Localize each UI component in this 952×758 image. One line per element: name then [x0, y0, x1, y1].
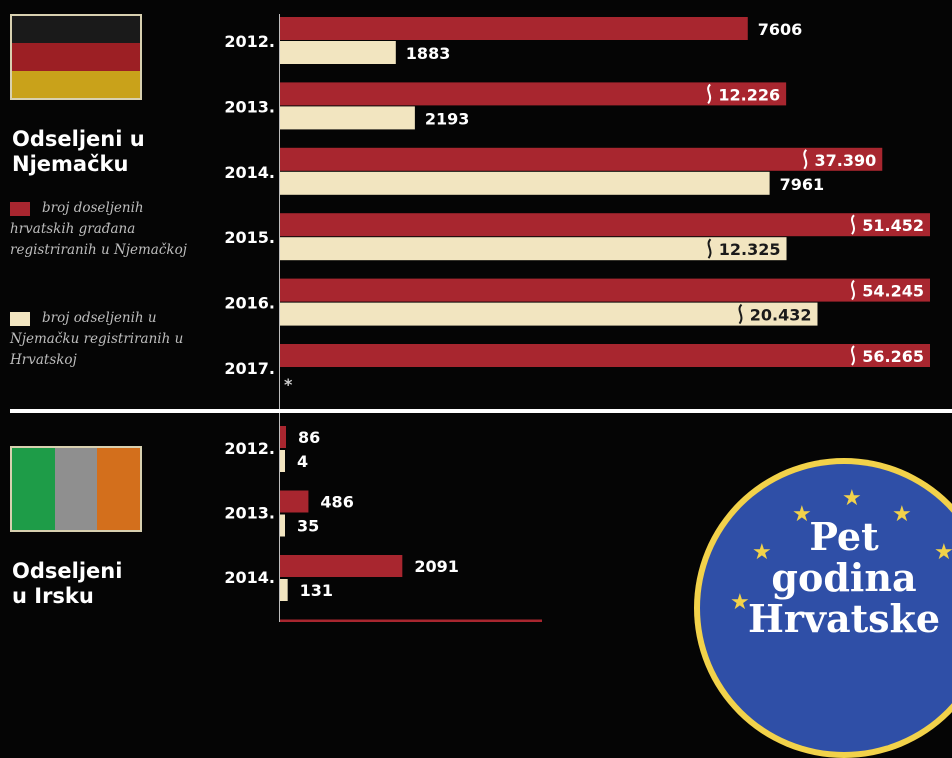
axis-break-icon	[707, 238, 712, 259]
legend-item-emigrants: broj odseljenih u Njemačku registriranih…	[10, 308, 195, 371]
data-label: 51.452	[862, 216, 924, 235]
data-label: 54.245	[862, 282, 924, 301]
section-title-ireland: Odseljeni u Irsku	[12, 559, 123, 608]
data-label: 7606	[758, 20, 803, 39]
section-divider	[10, 409, 952, 413]
bar-immigrants	[280, 555, 403, 577]
legend-swatch-cream	[10, 312, 30, 326]
data-label: 20.432	[750, 306, 812, 325]
year-tick-label: 2015.	[224, 228, 275, 247]
year-tick-label: 2016.	[224, 294, 275, 313]
year-tick-label: 2014.	[224, 568, 275, 587]
data-label: 12.325	[719, 240, 781, 259]
legend-label: broj odseljenih u Njemačku registriranih…	[10, 310, 184, 368]
year-tick-label: 2012.	[224, 32, 275, 51]
axis-break-icon	[803, 149, 808, 170]
bar-emigrants	[280, 41, 396, 64]
data-label: 86	[298, 428, 320, 447]
bar-emigrants	[280, 450, 285, 472]
bar-emigrants	[280, 171, 770, 195]
bar-immigrants	[280, 147, 883, 171]
bar-immigrants	[280, 344, 930, 367]
data-label: 12.226	[718, 85, 780, 104]
eu-star-icon: ★	[892, 502, 912, 527]
year-tick-label: 2017.	[224, 359, 275, 378]
bar-emigrants	[280, 106, 415, 130]
germany-flag	[10, 14, 142, 100]
data-label: 2193	[425, 109, 470, 128]
legend-swatch-red	[10, 202, 30, 216]
axis-break-icon	[707, 83, 712, 104]
bar-immigrants	[280, 619, 542, 622]
eu-star-icon: ★	[730, 590, 750, 615]
data-label: 56.265	[862, 347, 924, 366]
bar-immigrants	[280, 490, 309, 513]
legend-label: broj doseljenih hrvatskih građana regist…	[10, 200, 187, 258]
axis-break-icon	[851, 345, 855, 366]
axis-break-icon	[851, 279, 855, 301]
eu-badge: ★ ★ ★ ★ ★ ★ ★ Pet godina Hrvatske	[694, 458, 952, 758]
data-label: 2091	[414, 557, 459, 576]
flag-stripe-green	[12, 448, 55, 530]
eu-star-icon: ★	[792, 502, 812, 527]
data-label: 1883	[406, 44, 451, 63]
data-label: 131	[300, 581, 333, 600]
section-title-germany: Odseljeni u Njemačku	[12, 127, 145, 176]
bar-immigrants	[280, 213, 930, 237]
flag-stripe-gold	[12, 70, 140, 98]
bar-emigrants	[280, 237, 787, 261]
data-label: 4	[297, 452, 308, 471]
bar-emigrants	[280, 514, 285, 537]
bar-immigrants	[280, 82, 787, 106]
flag-stripe-red	[12, 43, 140, 71]
year-tick-label: 2014.	[224, 163, 275, 182]
bar-immigrants	[280, 17, 748, 40]
bar-chart: 2012. 7606 1883 2013. 12.226 2193 2014. 37.390 7…	[224, 17, 930, 622]
data-label: 7961	[780, 175, 825, 194]
flag-stripe-white	[54, 448, 98, 530]
axis-break-icon	[851, 214, 855, 235]
eu-star-icon: ★	[842, 486, 862, 511]
eu-star-icon: ★	[752, 540, 772, 565]
year-tick-label: 2013.	[224, 504, 275, 523]
badge-text: Pet godina Hrvatske	[747, 514, 941, 641]
bar-emigrants	[280, 302, 818, 326]
axis-line-germany	[279, 14, 280, 409]
ireland-flag	[10, 446, 142, 532]
axis-line-ireland	[279, 413, 280, 622]
note-marker: *	[284, 375, 293, 394]
bar-immigrants	[280, 426, 286, 448]
eu-star-icon: ★	[934, 540, 952, 565]
data-label: 37.390	[815, 151, 877, 170]
axis-break-icon	[738, 303, 743, 325]
bar-emigrants	[280, 579, 288, 601]
flag-stripe-orange	[97, 448, 140, 530]
data-label: 486	[320, 493, 353, 512]
year-tick-label: 2012.	[224, 439, 275, 458]
eu-badge-inner: ★ ★ ★ ★ ★ ★ ★ Pet godina Hrvatske	[700, 464, 952, 752]
legend-item-immigrants: broj doseljenih hrvatskih građana regist…	[10, 198, 195, 261]
year-tick-label: 2013.	[224, 97, 275, 116]
infographic: Odseljeni u Njemačku broj doseljenih hrv…	[10, 14, 952, 758]
data-label: 35	[297, 517, 319, 536]
flag-stripe-black	[12, 16, 140, 44]
bar-immigrants	[280, 278, 930, 302]
